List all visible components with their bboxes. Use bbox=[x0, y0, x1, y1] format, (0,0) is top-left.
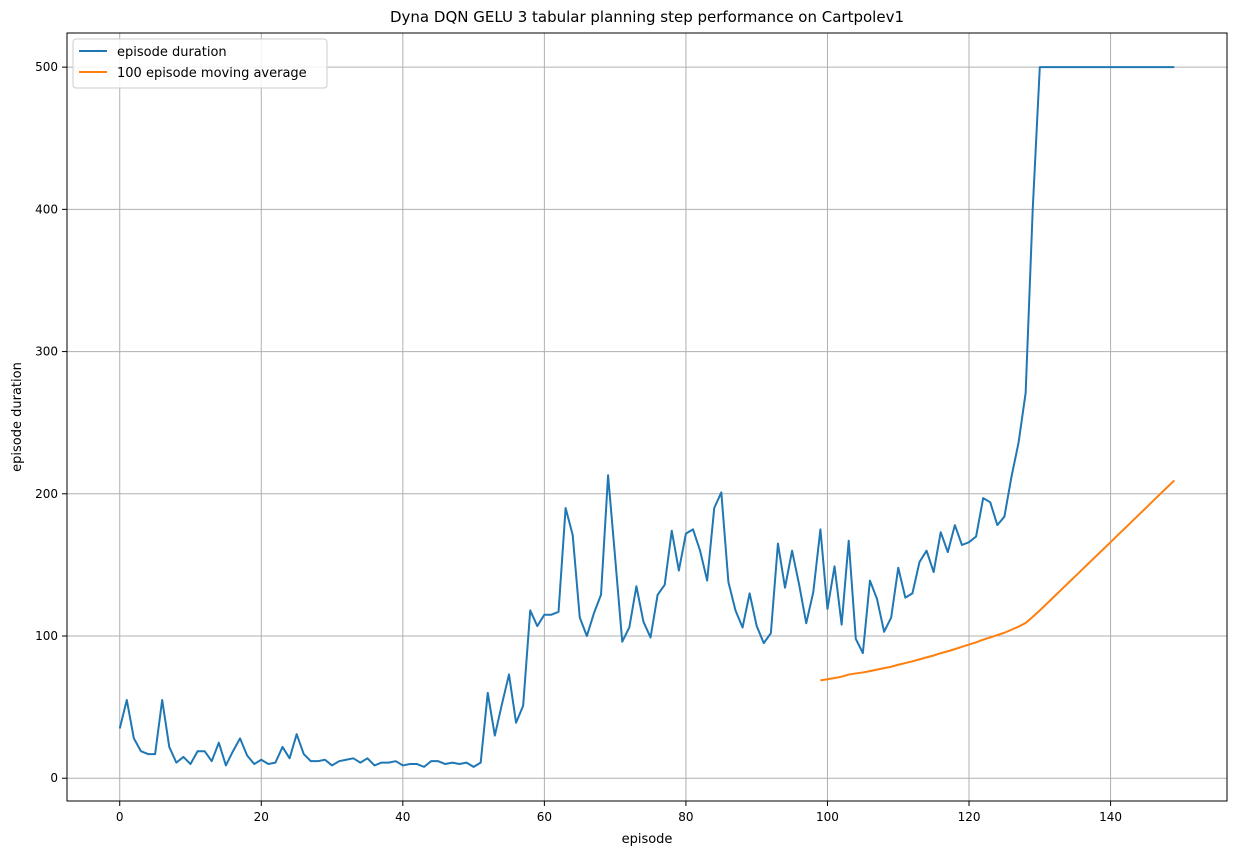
legend-label-episode-duration: episode duration bbox=[117, 45, 227, 60]
y-tick-label: 400 bbox=[35, 202, 58, 216]
y-tick-label: 100 bbox=[35, 629, 58, 643]
x-axis-label: episode bbox=[622, 832, 673, 847]
y-tick-label: 200 bbox=[35, 487, 58, 501]
x-tick-label: 140 bbox=[1099, 810, 1122, 824]
x-tick-label: 60 bbox=[537, 810, 552, 824]
chart-title: Dyna DQN GELU 3 tabular planning step pe… bbox=[390, 8, 904, 26]
y-axis-label: episode duration bbox=[10, 362, 25, 472]
y-tick-label: 0 bbox=[50, 771, 58, 785]
plot-frame bbox=[66, 32, 1228, 802]
legend: episode duration 100 episode moving aver… bbox=[72, 38, 328, 89]
x-tick-label: 120 bbox=[958, 810, 981, 824]
x-tick-label: 0 bbox=[116, 810, 124, 824]
axis-ticks: 0 20 40 60 80 100 120 140 0 100 200 300 400 500 bbox=[35, 60, 1122, 824]
legend-label-moving-average: 100 episode moving average bbox=[117, 66, 307, 81]
x-tick-label: 100 bbox=[816, 810, 839, 824]
series-line-moving-average bbox=[820, 479, 1175, 682]
legend-box bbox=[72, 38, 328, 89]
series-line-episode-duration bbox=[118, 66, 1175, 768]
series-lines bbox=[118, 66, 1175, 768]
y-tick-label: 300 bbox=[35, 345, 58, 359]
x-tick-label: 80 bbox=[678, 810, 693, 824]
y-tick-label: 500 bbox=[35, 60, 58, 74]
x-tick-label: 20 bbox=[254, 810, 269, 824]
x-tick-label: 40 bbox=[395, 810, 410, 824]
